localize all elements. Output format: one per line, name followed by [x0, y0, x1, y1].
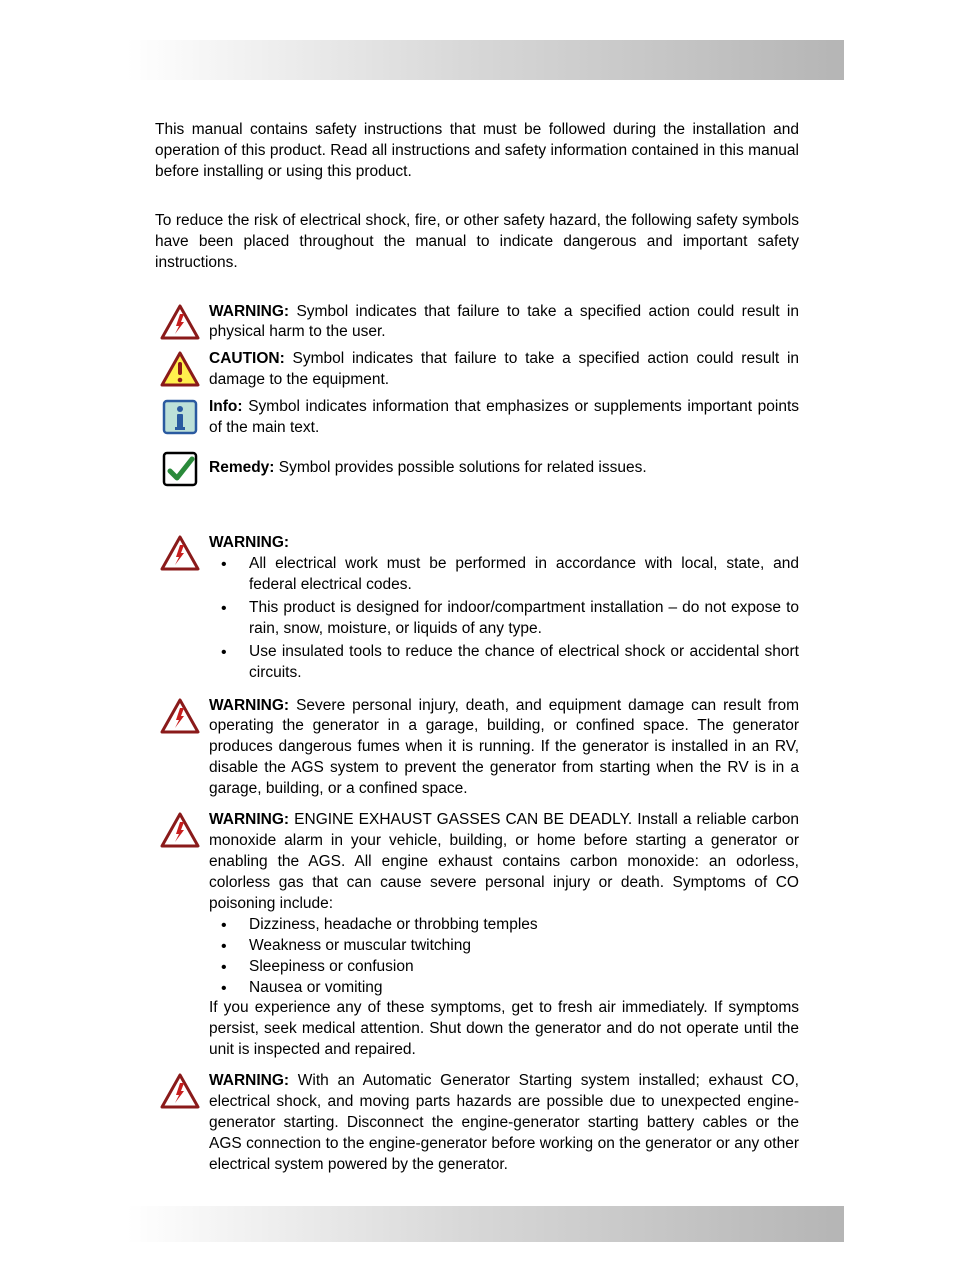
intro-paragraph-1: This manual contains safety instructions…	[155, 120, 799, 183]
symbol-row-caution: CAUTION: Symbol indicates that failure t…	[155, 349, 799, 391]
list-item: Use insulated tools to reduce the chance…	[209, 642, 799, 684]
list-item: All electrical work must be performed in…	[209, 554, 799, 596]
warning-4-label: WARNING:	[209, 1072, 289, 1089]
warning-triangle-icon	[155, 696, 205, 734]
list-item: Dizziness, headache or throbbing temples	[209, 915, 799, 936]
warning-3-lead: ENGINE EXHAUST GASSES CAN BE DEADLY. Ins…	[209, 811, 799, 912]
list-item: This product is designed for indoor/comp…	[209, 598, 799, 640]
list-item: Sleepiness or confusion	[209, 957, 799, 978]
caution-symbol-text: Symbol indicates that failure to take a …	[209, 350, 799, 388]
warning-label: WARNING:	[209, 303, 289, 320]
caution-label: CAUTION:	[209, 350, 285, 367]
warning-triangle-icon	[155, 810, 205, 848]
warning-block-3: WARNING: ENGINE EXHAUST GASSES CAN BE DE…	[155, 810, 799, 1061]
header-gradient-bar	[0, 40, 844, 80]
symbol-row-warning: WARNING: Symbol indicates that failure t…	[155, 302, 799, 344]
symbol-row-info: Info: Symbol indicates information that …	[155, 397, 799, 439]
remedy-symbol-text: Symbol provides possible solutions for r…	[279, 459, 647, 476]
remedy-check-icon	[155, 449, 205, 487]
warning-triangle-icon	[155, 302, 205, 340]
footer-gradient-bar	[0, 1206, 844, 1242]
info-label: Info:	[209, 398, 243, 415]
warning-1-label: WARNING:	[209, 534, 289, 551]
remedy-label: Remedy:	[209, 459, 274, 476]
warning-3-trail: If you experience any of these symptoms,…	[209, 998, 799, 1061]
warning-3-bullets: Dizziness, headache or throbbing temples…	[209, 915, 799, 999]
warning-3-label: WARNING:	[209, 811, 289, 828]
warning-2-text: Severe personal injury, death, and equip…	[209, 697, 799, 798]
warning-triangle-icon	[155, 1071, 205, 1109]
warning-block-1: WARNING: All electrical work must be per…	[155, 533, 799, 685]
warning-block-4: WARNING: With an Automatic Generator Sta…	[155, 1071, 799, 1176]
list-item: Nausea or vomiting	[209, 978, 799, 999]
symbol-row-remedy: Remedy: Symbol provides possible solutio…	[155, 449, 799, 487]
page: This manual contains safety instructions…	[0, 40, 954, 1275]
list-item: Weakness or muscular twitching	[209, 936, 799, 957]
warning-1-bullets: All electrical work must be performed in…	[209, 554, 799, 684]
content-area: This manual contains safety instructions…	[0, 80, 954, 1176]
warning-triangle-icon	[155, 533, 205, 571]
info-symbol-text: Symbol indicates information that emphas…	[209, 398, 799, 436]
intro-paragraph-2: To reduce the risk of electrical shock, …	[155, 211, 799, 274]
warning-4-text: With an Automatic Generator Starting sys…	[209, 1072, 799, 1173]
warning-symbol-text: Symbol indicates that failure to take a …	[209, 303, 799, 341]
info-square-icon	[155, 397, 205, 435]
warning-block-2: WARNING: Severe personal injury, death, …	[155, 696, 799, 801]
caution-triangle-icon	[155, 349, 205, 387]
warning-2-label: WARNING:	[209, 697, 289, 714]
